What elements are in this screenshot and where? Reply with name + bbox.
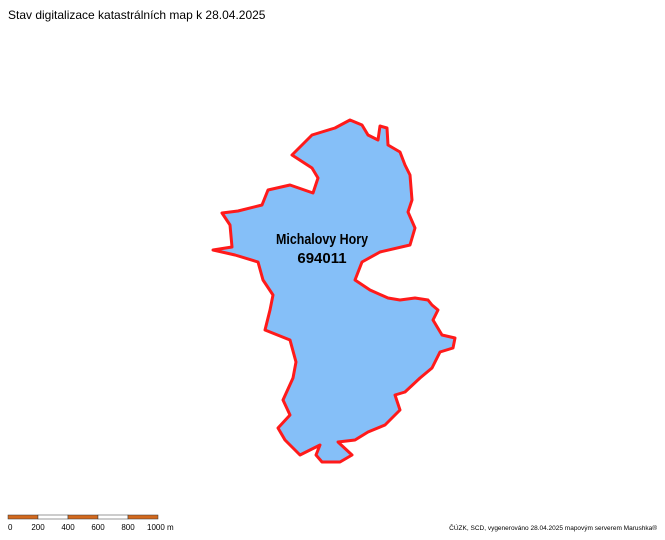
area-name: Michalovy Hory: [276, 231, 369, 248]
scale-segment: [97, 514, 129, 520]
scale-segment: [7, 514, 39, 520]
area-code: 694011: [297, 250, 346, 267]
scale-labels: 0 200 400 600 800 1000 m: [8, 523, 174, 532]
scale-label: 400: [61, 523, 75, 532]
scale-label: 200: [31, 523, 45, 532]
footer-credit: ČÚZK, SCD, vygenerováno 28.04.2025 mapov…: [449, 523, 657, 532]
scale-label: 800: [121, 523, 135, 532]
scale-segment: [67, 514, 99, 520]
scale-label: 0: [8, 523, 13, 532]
scale-bar: [7, 514, 159, 520]
scale-segment: [37, 514, 69, 520]
map-title: Stav digitalizace katastrálních map k 28…: [8, 8, 266, 22]
scale-label: 600: [91, 523, 105, 532]
cadastral-area: [211, 118, 457, 464]
scale-segment: [127, 514, 159, 520]
scale-label: 1000 m: [147, 523, 174, 532]
